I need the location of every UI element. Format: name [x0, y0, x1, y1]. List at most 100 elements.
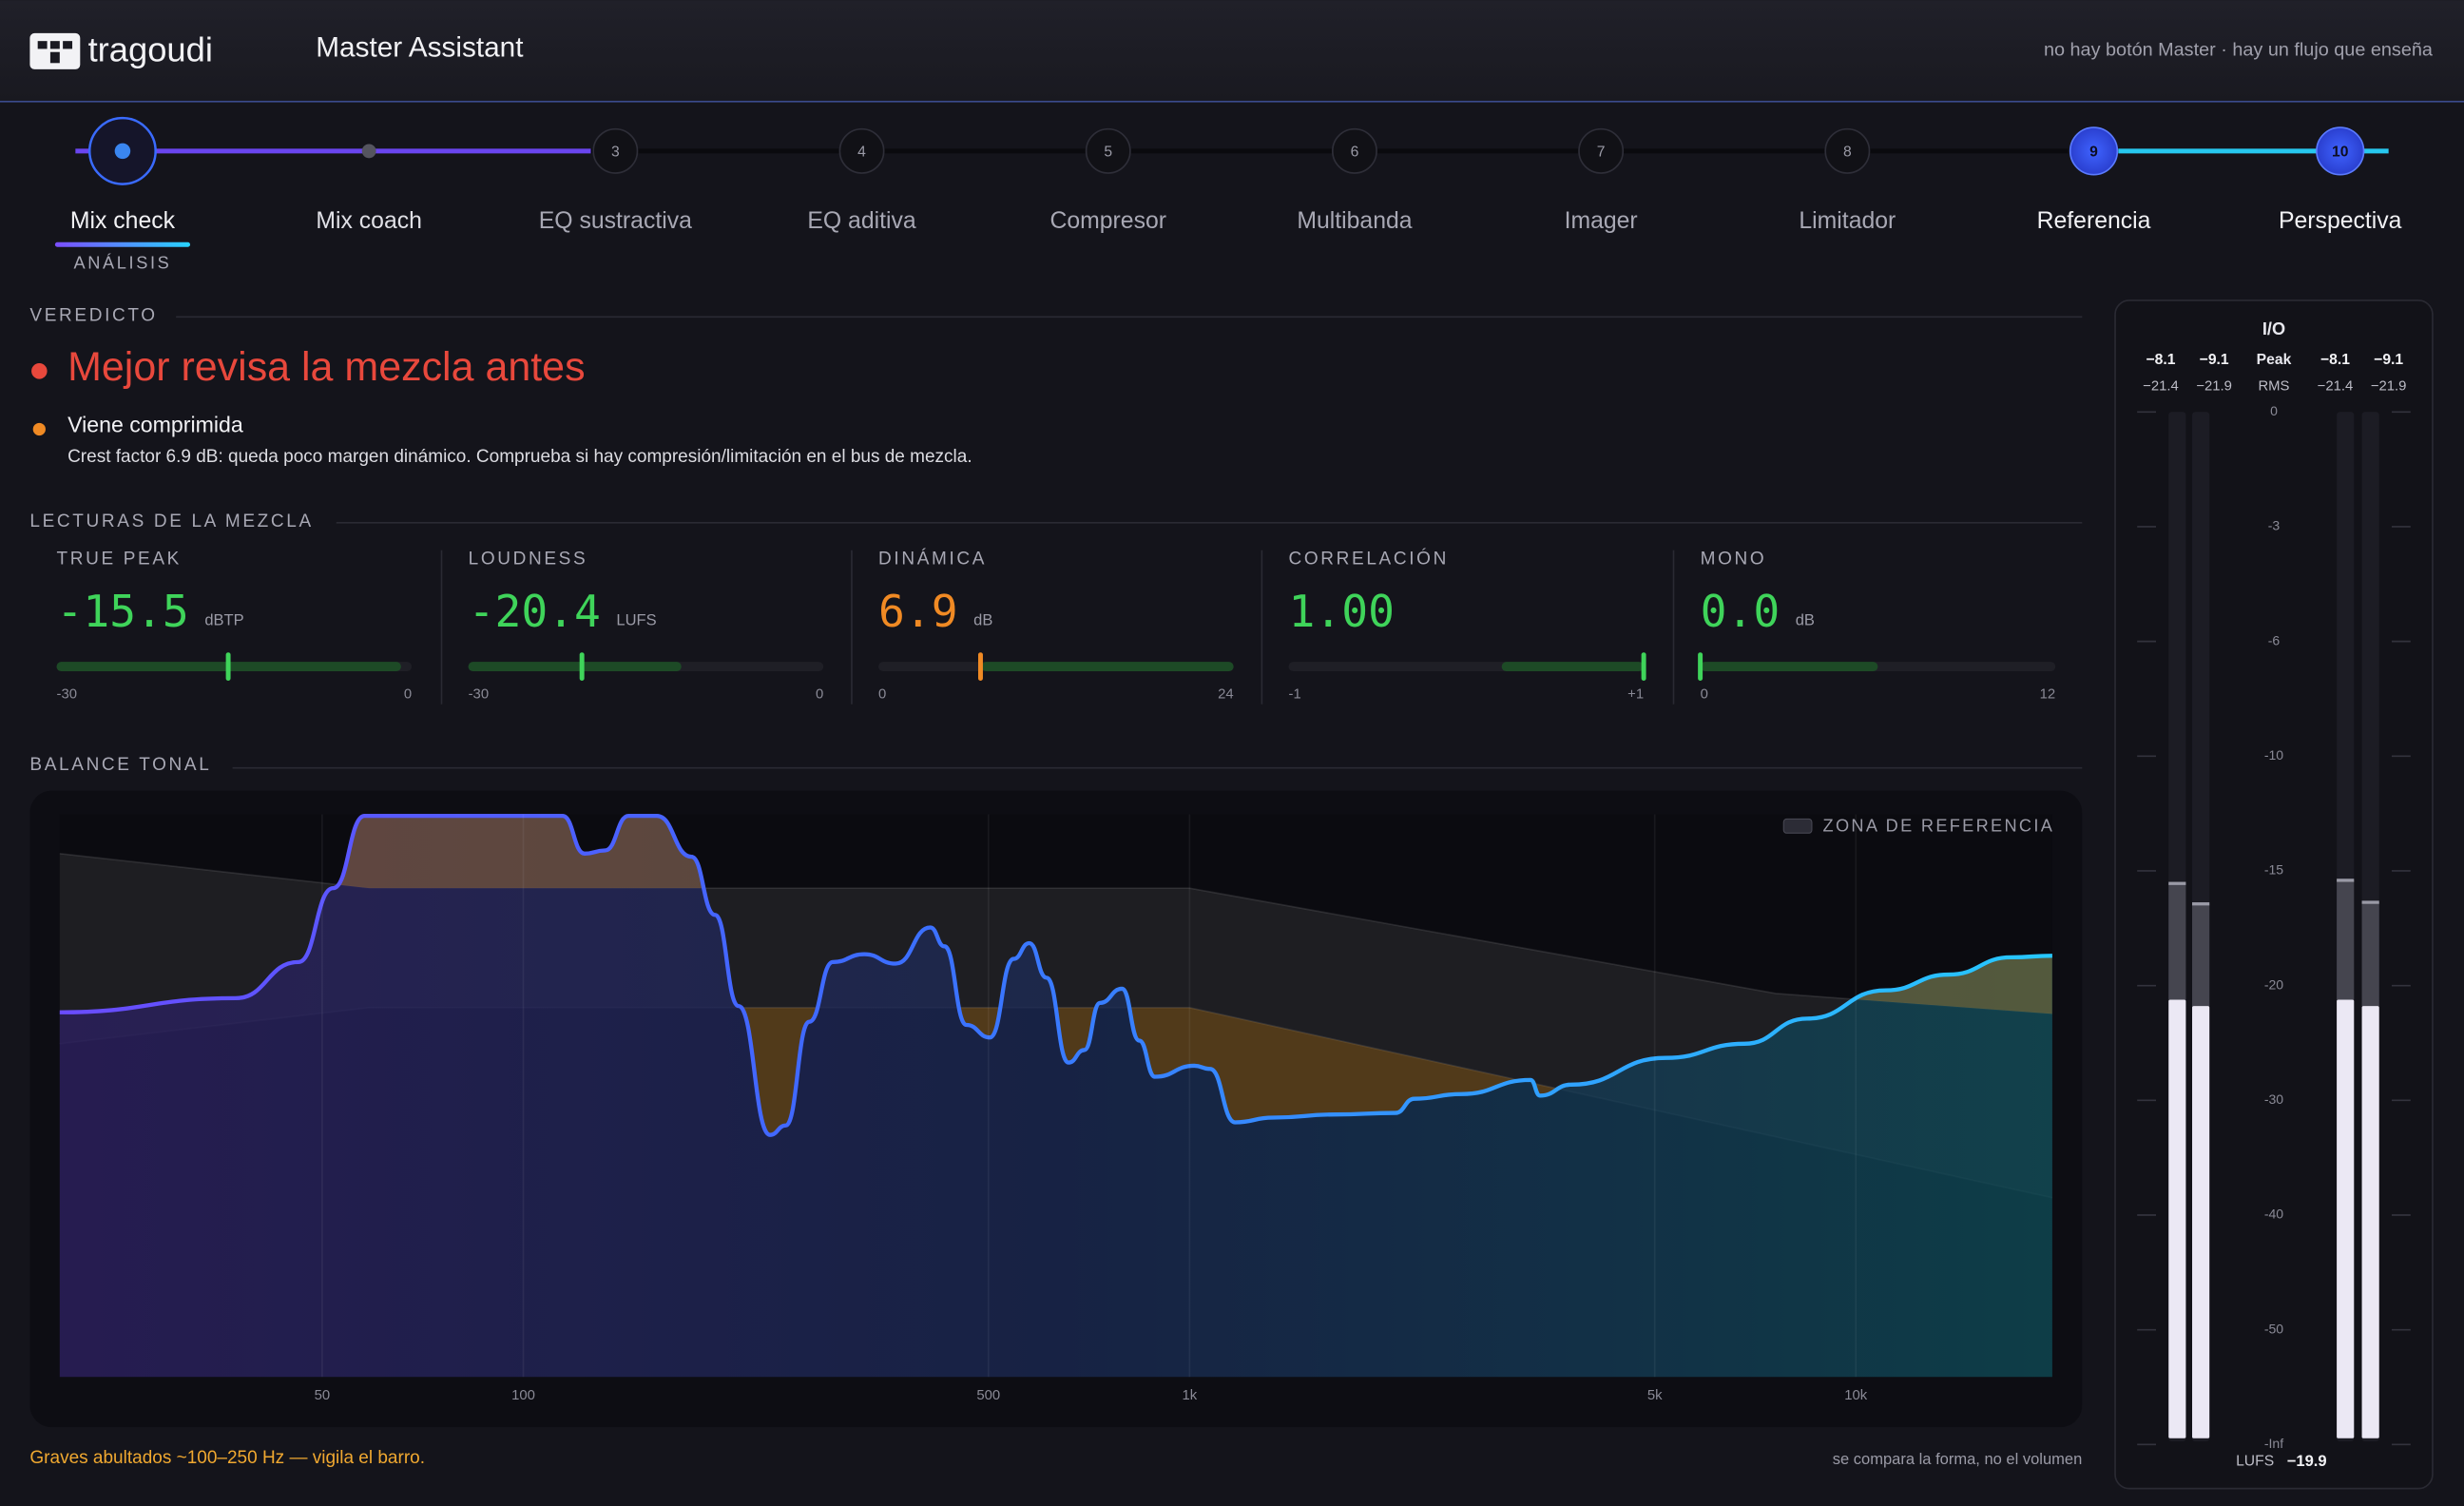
active-underline: [54, 241, 191, 247]
step-circle: [838, 127, 885, 174]
verdict-title: Mejor revisa la mezcla antes: [67, 344, 585, 390]
rms-value: −21.9: [2196, 379, 2232, 395]
reading-value: -20.4: [469, 586, 601, 637]
reading-unit: dB: [973, 611, 992, 629]
peak-hold: [2337, 879, 2355, 1000]
scale-label: -50: [2264, 1321, 2283, 1336]
reading-unit: LUFS: [616, 611, 656, 629]
step-dot: [114, 143, 131, 160]
reading-value: -15.5: [57, 586, 189, 637]
step-label: EQ aditiva: [807, 208, 916, 234]
target-zone: [1501, 662, 1645, 672]
step-number: 8: [1843, 145, 1852, 161]
rms-value: −21.9: [2371, 379, 2407, 395]
lufs-label: LUFS: [2236, 1454, 2274, 1470]
range-max: +1: [1627, 687, 1644, 703]
step[interactable]: 8 Limitador: [1799, 127, 1896, 234]
reading-unit: dB: [1796, 611, 1815, 629]
step-label: Multibanda: [1297, 208, 1412, 234]
step-dot: [361, 144, 376, 159]
reading-label: TRUE PEAK: [57, 550, 183, 570]
peak-value: −9.1: [2374, 352, 2403, 368]
section-heading: LECTURAS DE LA MEZCLA: [29, 512, 313, 531]
reading: LOUDNESS -20.4 LUFS -30 0: [440, 550, 824, 705]
freq-label: 50: [315, 1388, 331, 1403]
scale-label: -20: [2264, 976, 2283, 992]
peak-value: −8.1: [2146, 352, 2175, 368]
step[interactable]: 6 Multibanda: [1297, 127, 1413, 234]
step-circle: [1578, 127, 1625, 174]
reading-value: 1.00: [1289, 586, 1395, 637]
scale-label: -30: [2264, 1091, 2283, 1107]
lufs-value: −19.9: [2287, 1452, 2327, 1470]
step-label: EQ sustractiva: [539, 208, 692, 234]
legend-swatch: [1782, 818, 1813, 834]
rms-bar: [2192, 1006, 2210, 1438]
step[interactable]: 10 Perspectiva: [2279, 126, 2402, 234]
brand: tragoudi: [88, 29, 213, 68]
section-heading: VEREDICTO: [29, 305, 157, 325]
step-number: 9: [2089, 145, 2098, 161]
scale-label: -40: [2264, 1207, 2283, 1222]
step[interactable]: 4 EQ aditiva: [807, 127, 916, 234]
scale-label: -15: [2264, 862, 2283, 878]
range-min: 0: [1701, 687, 1708, 703]
scale-label: -Inf: [2264, 1436, 2283, 1451]
stepper: Mix check ANÁLISIS Mix coach 3 EQ sustractiv…: [54, 116, 2402, 273]
spectrum-curve: [59, 813, 2052, 1137]
freq-label: 5k: [1647, 1388, 1663, 1403]
range-max: 0: [816, 687, 823, 703]
value-marker: [1641, 652, 1646, 681]
reading-label: MONO: [1701, 550, 1767, 570]
section-heading: BALANCE TONAL: [29, 755, 211, 775]
issue-detail: Crest factor 6.9 dB: queda poco margen d…: [67, 447, 972, 467]
reading-value: 0.0: [1701, 586, 1781, 637]
step[interactable]: 3 EQ sustractiva: [539, 127, 692, 234]
freq-label: 100: [511, 1388, 535, 1403]
tonal-balance: ZONA DE REFERENCIA 50 100 500 1k 5k 10k: [29, 790, 2083, 1428]
reading-unit: dBTP: [204, 611, 243, 629]
step-label: Imager: [1565, 208, 1638, 234]
status-dot: [31, 363, 48, 379]
peak-hold: [2361, 902, 2379, 1007]
step-circle: [1824, 127, 1871, 174]
freq-label: 500: [976, 1388, 1000, 1403]
peak-line: [2361, 900, 2379, 904]
step-sublabel: ANÁLISIS: [73, 254, 171, 273]
step[interactable]: Mix check ANÁLISIS: [70, 116, 176, 273]
reading: CORRELACIÓN 1.00 -1 +1: [1261, 549, 1646, 705]
step[interactable]: 7 Imager: [1565, 127, 1638, 234]
step-number: 3: [611, 145, 620, 161]
step-number: 7: [1597, 145, 1606, 161]
step-label: Referencia: [2037, 208, 2151, 234]
value-marker: [579, 652, 585, 681]
peak-line: [2168, 881, 2186, 885]
reading-value: 6.9: [878, 586, 958, 637]
range-min: 0: [878, 687, 886, 703]
target-zone: [981, 662, 1234, 672]
target-zone: [1700, 662, 1878, 672]
rms-bar: [2361, 1006, 2379, 1438]
step-number: 6: [1351, 145, 1359, 161]
freq-label: 10k: [1844, 1388, 1868, 1403]
reading-label: LOUDNESS: [469, 550, 588, 570]
issue-title: Viene comprimida: [67, 412, 243, 436]
step[interactable]: 9 Referencia: [2037, 126, 2151, 234]
reading: MONO 0.0 dB 0 12: [1672, 550, 2056, 705]
scale-label: 0: [2270, 403, 2278, 418]
step-label: Compresor: [1049, 208, 1166, 234]
peak-label: Peak: [2257, 352, 2292, 368]
rms-value: −21.4: [2143, 379, 2179, 395]
step-label: Mix check: [70, 208, 176, 234]
peak-hold: [2192, 903, 2210, 1007]
step-circle: [2069, 126, 2119, 176]
scale-label: -10: [2264, 747, 2283, 763]
header-bar: [0, 0, 2464, 101]
step-circle: [2316, 126, 2365, 176]
tonal-note: Graves abultados ~100–250 Hz — vigila el…: [29, 1448, 425, 1468]
rms-bar: [2337, 999, 2355, 1438]
step[interactable]: 5 Compresor: [1049, 127, 1166, 234]
peak-line: [2337, 878, 2355, 882]
step[interactable]: Mix coach: [316, 144, 422, 234]
spectrum-area: [59, 816, 2052, 1378]
